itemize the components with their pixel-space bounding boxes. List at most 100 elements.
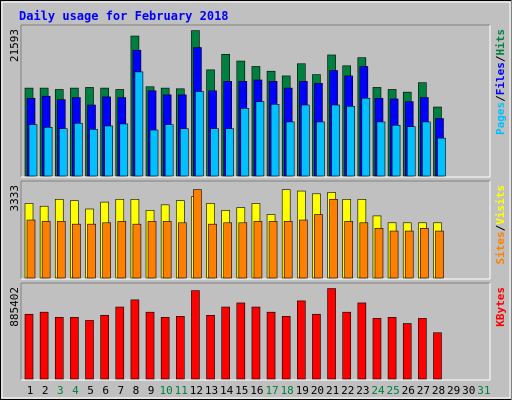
- x-tick-label: 13: [205, 384, 218, 397]
- x-tick-label: 23: [356, 384, 369, 397]
- bar-sites-day-15: [238, 222, 248, 279]
- panel-kbytes: 885402 KBytes: [8, 282, 507, 381]
- bar-pages-day-19: [301, 104, 310, 177]
- bar-pages-day-7: [119, 123, 129, 177]
- bar-sites-day-19: [299, 219, 308, 279]
- legend-separator: /: [494, 55, 507, 62]
- panel-max-label: 21593: [8, 29, 21, 62]
- x-tick-label: 7: [117, 384, 124, 397]
- bar-kbytes-day-3: [54, 317, 64, 380]
- bar-pages-day-1: [28, 124, 38, 177]
- x-tick-label: 10: [160, 384, 173, 397]
- bar-kbytes-day-26: [402, 323, 412, 380]
- x-tick-label: 11: [175, 384, 188, 397]
- bar-sites-day-4: [72, 223, 81, 279]
- bar-pages-day-5: [89, 129, 98, 177]
- bar-sites-day-28: [435, 230, 444, 279]
- bar-kbytes-day-22: [342, 311, 352, 380]
- x-tick-label: 2: [42, 384, 49, 397]
- bar-sites-day-14: [223, 222, 232, 279]
- bar-pages-day-20: [316, 121, 325, 177]
- bar-sites-day-27: [420, 228, 429, 279]
- panel-visits: 3333 Sites/Visits: [8, 180, 507, 280]
- bar-kbytes-day-2: [39, 311, 49, 380]
- bar-pages-day-15: [240, 108, 250, 177]
- bar-kbytes-day-14: [221, 306, 230, 380]
- bar-sites-day-6: [102, 222, 111, 279]
- x-tick-label: 25: [386, 384, 399, 397]
- bar-pages-day-17: [270, 104, 280, 177]
- x-tick-label: 15: [235, 384, 248, 397]
- bar-kbytes-day-10: [160, 317, 170, 380]
- chart-panels: 21593 Pages/Files/Hits 3333Sites/Visits885…: [8, 24, 507, 381]
- bar-kbytes-day-4: [70, 317, 79, 380]
- bar-kbytes-day-17: [266, 311, 276, 380]
- bar-sites-day-20: [314, 214, 323, 279]
- bar-sites-day-3: [56, 221, 66, 279]
- bar-pages-day-18: [285, 121, 295, 177]
- bar-sites-day-26: [404, 230, 414, 279]
- bar-pages-day-2: [43, 127, 53, 177]
- bar-kbytes-day-23: [357, 302, 367, 380]
- x-tick-label: 16: [250, 384, 263, 397]
- bar-sites-day-25: [389, 230, 399, 279]
- x-tick-label: 18: [281, 384, 294, 397]
- x-tick-label: 12: [190, 384, 203, 397]
- bar-pages-day-26: [406, 126, 416, 177]
- bar-sites-day-9: [147, 221, 157, 279]
- x-tick-label: 26: [402, 384, 415, 397]
- panel-legend: Pages/Files/Hits: [494, 29, 507, 135]
- panel-legend: Sites/Visits: [494, 185, 507, 265]
- x-tick-label: 22: [341, 384, 354, 397]
- bar-pages-day-3: [58, 128, 68, 177]
- bar-sites-day-17: [268, 221, 278, 279]
- x-tick-label: 9: [148, 384, 155, 397]
- x-tick-label: 28: [432, 384, 445, 397]
- bar-pages-day-11: [179, 128, 189, 177]
- bar-kbytes-day-1: [24, 313, 34, 380]
- bar-pages-day-16: [255, 101, 265, 177]
- bar-kbytes-day-25: [387, 317, 397, 380]
- bar-kbytes-day-6: [100, 314, 109, 380]
- bar-kbytes-day-18: [281, 316, 291, 380]
- bar-kbytes-day-8: [130, 299, 140, 380]
- x-tick-label: 3: [57, 384, 64, 397]
- bar-pages-day-25: [391, 124, 401, 177]
- x-tick-label: 27: [417, 384, 430, 397]
- bar-kbytes-day-21: [327, 288, 336, 380]
- bar-pages-day-8: [134, 71, 144, 177]
- bar-pages-day-4: [74, 122, 83, 177]
- bar-kbytes-day-28: [433, 332, 442, 380]
- x-tick-label: 29: [447, 384, 460, 397]
- bar-sites-day-5: [87, 223, 96, 279]
- bar-sites-day-10: [162, 221, 172, 279]
- bar-pages-day-28: [437, 137, 446, 177]
- bar-kbytes-day-16: [251, 306, 261, 380]
- bar-kbytes-day-7: [115, 306, 125, 380]
- x-tick-label: 5: [87, 384, 94, 397]
- x-axis-labels: 1 2 3 4 5 6 7 8 9 10 11 12 13 14 15 16 17 18 19 20 21 22 23 24 2…: [27, 384, 491, 397]
- bar-pages-day-14: [225, 128, 234, 177]
- bar-sites-day-12: [193, 189, 202, 279]
- bar-pages-day-24: [376, 121, 386, 177]
- bar-sites-day-7: [117, 221, 127, 279]
- legend-kbytes: KBytes: [494, 287, 507, 327]
- legend-hits: Hits: [494, 29, 507, 56]
- bar-pages-day-23: [361, 97, 371, 177]
- bar-pages-day-6: [104, 125, 113, 177]
- chart-title: Daily usage for February 2018: [19, 9, 229, 23]
- panel-hits: 21593 Pages/Files/Hits: [8, 24, 507, 178]
- bar-sites-day-11: [177, 222, 187, 279]
- bar-kbytes-day-15: [236, 302, 246, 380]
- bar-kbytes-day-13: [206, 314, 215, 380]
- legend-visits: Visits: [494, 185, 507, 225]
- x-tick-label: 21: [326, 384, 339, 397]
- bar-sites-day-23: [359, 222, 369, 279]
- bar-sites-day-16: [253, 221, 263, 279]
- x-tick-label: 6: [102, 384, 109, 397]
- bar-kbytes-day-11: [175, 316, 185, 380]
- x-tick-label: 4: [72, 384, 79, 397]
- panel-legend: KBytes: [494, 287, 507, 327]
